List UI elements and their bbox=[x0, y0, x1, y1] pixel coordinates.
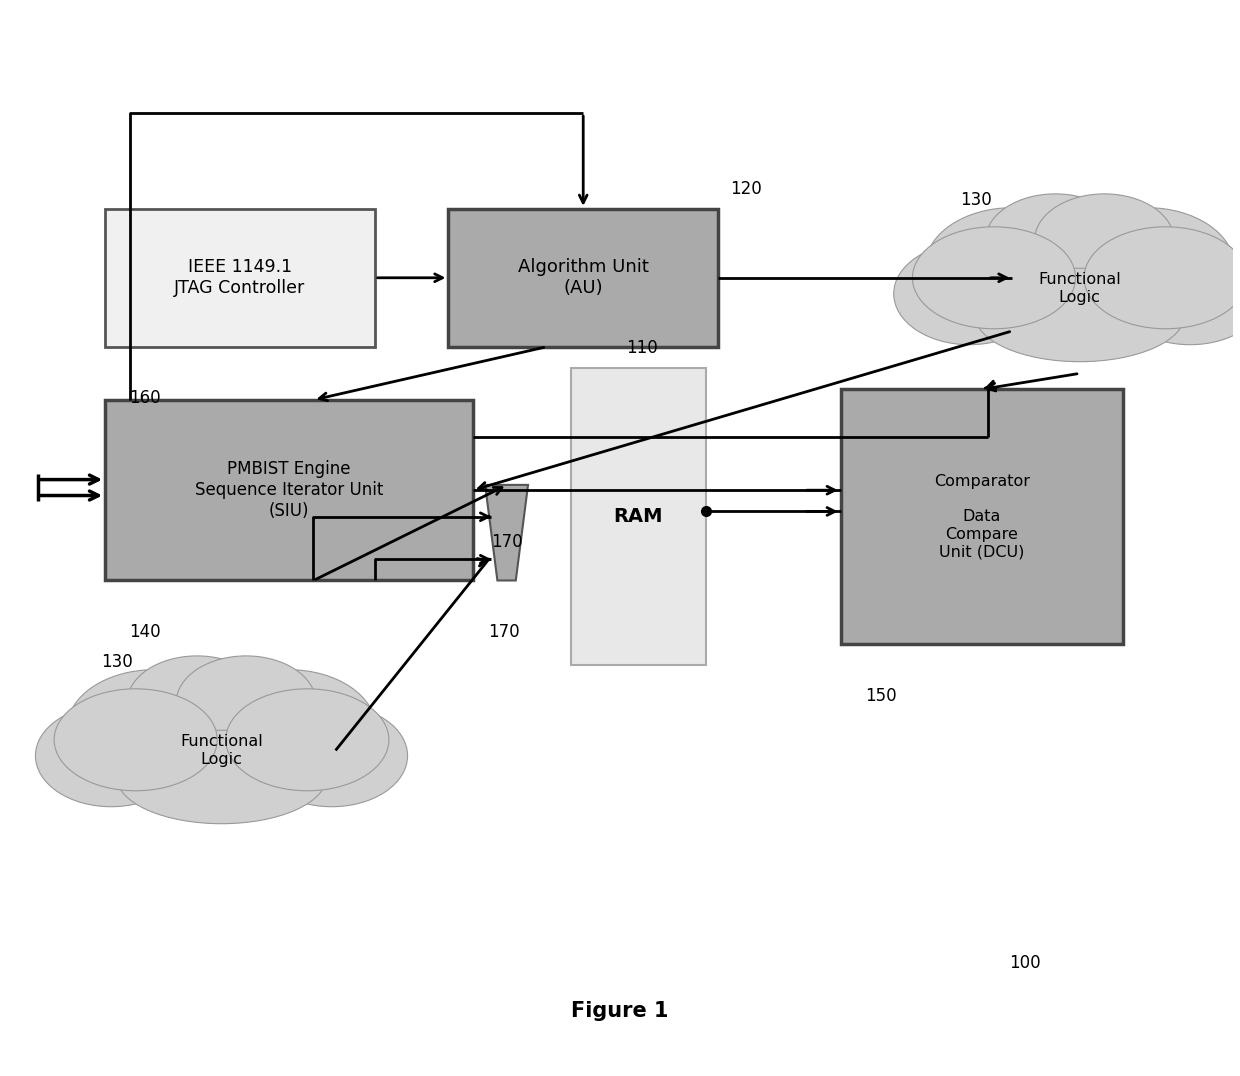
Text: 140: 140 bbox=[129, 623, 161, 641]
Ellipse shape bbox=[1060, 208, 1235, 327]
Text: 150: 150 bbox=[866, 686, 897, 705]
Ellipse shape bbox=[55, 689, 217, 791]
FancyBboxPatch shape bbox=[570, 368, 706, 665]
Text: PMBIST Engine
Sequence Iterator Unit
(SIU): PMBIST Engine Sequence Iterator Unit (SI… bbox=[195, 461, 383, 520]
Text: 170: 170 bbox=[491, 533, 523, 551]
Text: IEEE 1149.1
JTAG Controller: IEEE 1149.1 JTAG Controller bbox=[175, 258, 305, 297]
Text: Figure 1: Figure 1 bbox=[572, 1001, 668, 1021]
Text: 130: 130 bbox=[102, 653, 133, 670]
Ellipse shape bbox=[36, 705, 187, 807]
Ellipse shape bbox=[925, 208, 1100, 327]
Ellipse shape bbox=[975, 268, 1184, 362]
Ellipse shape bbox=[176, 656, 316, 749]
Text: 100: 100 bbox=[1009, 953, 1040, 972]
Text: 170: 170 bbox=[487, 623, 520, 641]
Ellipse shape bbox=[105, 667, 339, 812]
Text: 110: 110 bbox=[626, 339, 658, 357]
Text: 160: 160 bbox=[129, 390, 161, 408]
Text: 120: 120 bbox=[730, 180, 763, 198]
Text: Functional
Logic: Functional Logic bbox=[1038, 272, 1121, 305]
Text: Comparator

Data
Compare
Unit (DCU): Comparator Data Compare Unit (DCU) bbox=[934, 475, 1029, 560]
Ellipse shape bbox=[1034, 194, 1174, 287]
Ellipse shape bbox=[202, 669, 376, 789]
Ellipse shape bbox=[128, 656, 267, 749]
Polygon shape bbox=[485, 485, 528, 580]
FancyBboxPatch shape bbox=[105, 400, 472, 580]
Ellipse shape bbox=[894, 243, 1045, 344]
Ellipse shape bbox=[913, 227, 1075, 329]
Text: 130: 130 bbox=[960, 190, 992, 209]
Ellipse shape bbox=[963, 206, 1197, 350]
Text: RAM: RAM bbox=[614, 507, 663, 526]
Ellipse shape bbox=[1084, 227, 1240, 329]
FancyBboxPatch shape bbox=[449, 209, 718, 346]
Ellipse shape bbox=[117, 731, 326, 824]
FancyBboxPatch shape bbox=[841, 390, 1122, 645]
Ellipse shape bbox=[257, 705, 408, 807]
Ellipse shape bbox=[1115, 243, 1240, 344]
Text: Algorithm Unit
(AU): Algorithm Unit (AU) bbox=[518, 258, 649, 297]
Ellipse shape bbox=[226, 689, 389, 791]
FancyBboxPatch shape bbox=[105, 209, 374, 346]
Ellipse shape bbox=[986, 194, 1125, 287]
Text: Functional
Logic: Functional Logic bbox=[180, 734, 263, 766]
Ellipse shape bbox=[67, 669, 242, 789]
